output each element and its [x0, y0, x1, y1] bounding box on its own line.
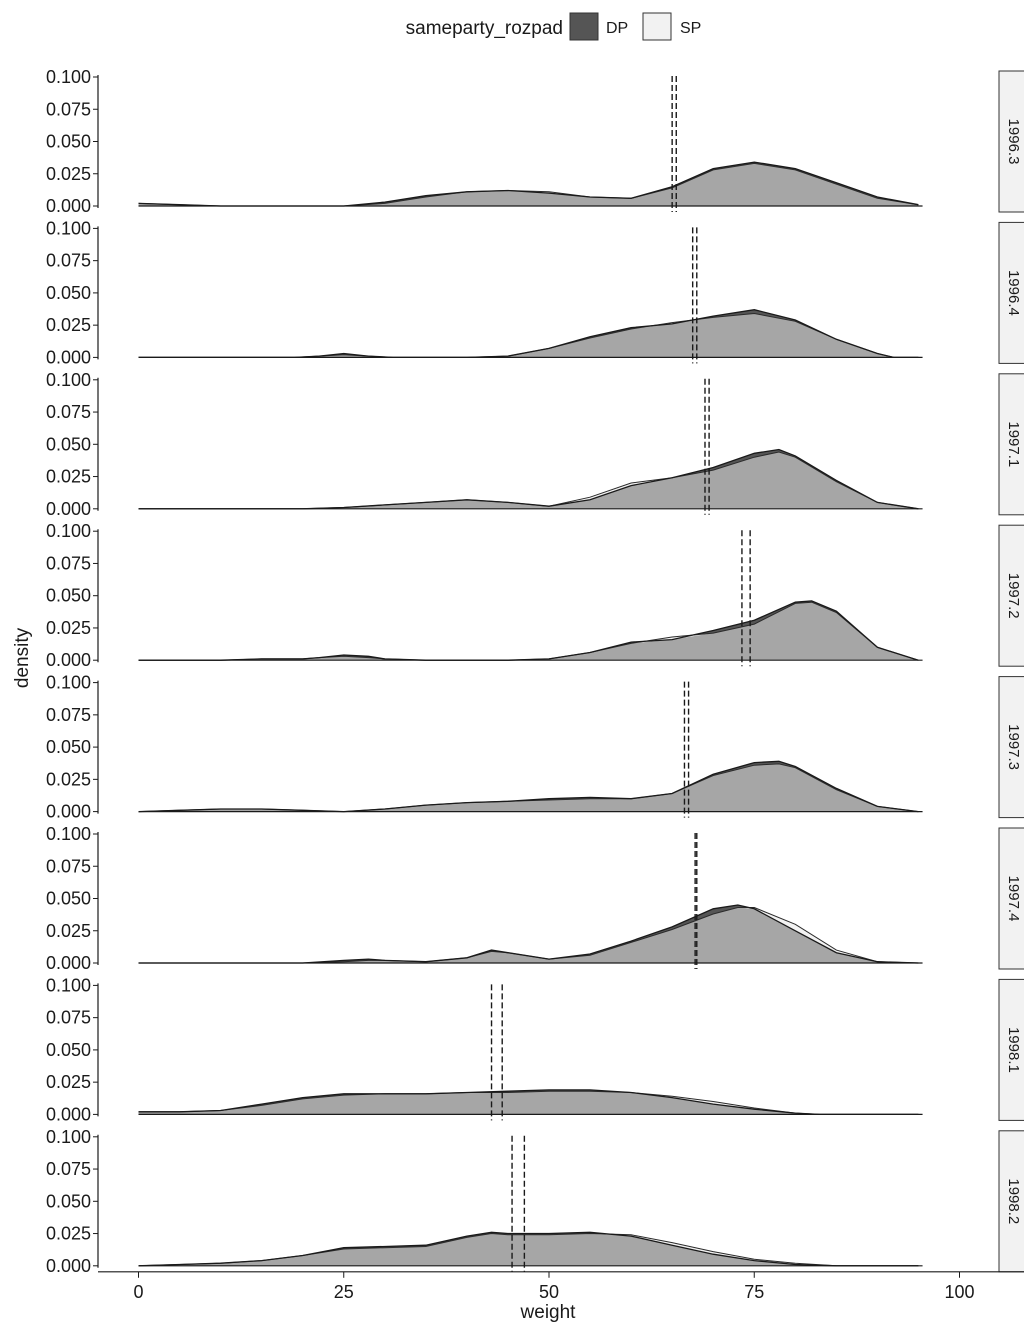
legend-label-dp: DP [606, 20, 628, 37]
facet-strip-label: 1998.2 [1005, 1178, 1022, 1224]
y-tick-label: 0.000 [46, 347, 91, 367]
facet-panel-1996-3: 0.000 0.025 0.050 0.075 0.100 1996.3 [46, 67, 1024, 216]
y-tick-label: 0.100 [46, 218, 91, 238]
density-line-dp [138, 309, 919, 359]
y-tick-label: 0.050 [46, 434, 91, 454]
facet-strip [998, 373, 1024, 516]
y-tick-label: 0.000 [46, 1104, 91, 1124]
density-overlap [138, 602, 919, 661]
legend-key-sp [642, 12, 672, 41]
density-overlap [138, 452, 919, 509]
density-overlap [138, 1091, 919, 1115]
legend: sameparty_rozpad DP SP [406, 12, 701, 41]
density-overlap [138, 163, 919, 206]
y-tick-label: 0.050 [46, 1040, 91, 1060]
y-tick-label: 0.025 [46, 164, 91, 184]
facet-strip [998, 1130, 1024, 1273]
x-tick-label: 75 [744, 1282, 764, 1302]
y-tick-label: 0.050 [46, 586, 91, 606]
y-tick-label: 0.075 [46, 402, 91, 422]
y-tick-label: 0.100 [46, 370, 91, 390]
facet-strip [998, 524, 1024, 667]
density-overlap [138, 313, 919, 358]
facet-strip-label: 1996.4 [1005, 270, 1022, 316]
facet-strip [998, 676, 1024, 819]
y-tick-label: 0.100 [46, 521, 91, 541]
density-overlap [138, 1233, 919, 1266]
facet-panel-1998-2: 0.000 0.025 0.050 0.075 0.100 1998.2 [46, 1127, 1024, 1276]
legend-label-sp: SP [680, 20, 701, 37]
facet-panel-1997-3: 0.000 0.025 0.050 0.075 0.100 1997.3 [46, 673, 1024, 822]
facet-strip-label: 1997.3 [1005, 724, 1022, 770]
y-tick-label: 0.025 [46, 315, 91, 335]
facet-panel-1996-4: 0.000 0.025 0.050 0.075 0.100 1996.4 [46, 218, 1024, 367]
density-line-dp [138, 904, 919, 964]
x-axis-title: weight [520, 1302, 577, 1323]
y-tick-label: 0.100 [46, 1127, 91, 1147]
y-tick-label: 0.100 [46, 67, 91, 87]
y-tick-label: 0.000 [46, 499, 91, 519]
x-tick-label: 100 [944, 1282, 974, 1302]
facet-strip [998, 827, 1024, 970]
y-tick-label: 0.025 [46, 769, 91, 789]
y-tick-label: 0.025 [46, 467, 91, 487]
y-tick-label: 0.025 [46, 1072, 91, 1092]
facet-strip [998, 221, 1024, 364]
density-line-dp [138, 1089, 919, 1116]
facet-panel-1997-2: 0.000 0.025 0.050 0.075 0.100 1997.2 [46, 521, 1024, 670]
facet-strip-label: 1998.1 [1005, 1027, 1022, 1073]
y-tick-label: 0.100 [46, 673, 91, 693]
density-line-dp [138, 448, 919, 510]
y-tick-label: 0.000 [46, 1256, 91, 1276]
legend-title: sameparty_rozpad [406, 18, 563, 39]
y-tick-label: 0.050 [46, 889, 91, 909]
y-tick-label: 0.000 [46, 953, 91, 973]
density-overlap [138, 907, 919, 963]
facet-strip-label: 1997.2 [1005, 573, 1022, 619]
x-axis: 0 25 50 75 100 [98, 1271, 1024, 1302]
y-tick-label: 0.075 [46, 1008, 91, 1028]
y-tick-label: 0.075 [46, 856, 91, 876]
y-tick-label: 0.075 [46, 705, 91, 725]
density-overlap [138, 763, 919, 812]
facet-strip-label: 1997.4 [1005, 876, 1022, 922]
facet-panel-1998-1: 0.000 0.025 0.050 0.075 0.100 1998.1 [46, 975, 1024, 1124]
facet-strip [998, 70, 1024, 213]
y-tick-label: 0.025 [46, 618, 91, 638]
y-tick-label: 0.075 [46, 553, 91, 573]
y-tick-label: 0.050 [46, 283, 91, 303]
y-tick-label: 0.050 [46, 1191, 91, 1211]
y-tick-label: 0.050 [46, 132, 91, 152]
y-tick-label: 0.000 [46, 650, 91, 670]
y-axis-title: density [12, 627, 33, 688]
y-tick-label: 0.075 [46, 99, 91, 119]
y-tick-label: 0.000 [46, 196, 91, 216]
facet-panel-1997-1: 0.000 0.025 0.050 0.075 0.100 1997.1 [46, 370, 1024, 519]
density-line-dp [138, 1231, 919, 1267]
facet-panel-1997-4: 0.000 0.025 0.050 0.075 0.100 1997.4 [46, 824, 1024, 973]
density-line-dp [138, 600, 919, 661]
facet-strip-label: 1997.1 [1005, 421, 1022, 467]
facet-panels: 0.000 0.025 0.050 0.075 0.100 1996.3 0.000 0.02… [46, 67, 1024, 1276]
facet-strip-label: 1996.3 [1005, 119, 1022, 165]
y-tick-label: 0.075 [46, 1159, 91, 1179]
y-tick-label: 0.100 [46, 824, 91, 844]
density-line-dp [138, 760, 919, 813]
y-tick-label: 0.100 [46, 975, 91, 995]
y-tick-label: 0.075 [46, 251, 91, 271]
y-tick-label: 0.025 [46, 921, 91, 941]
y-tick-label: 0.000 [46, 802, 91, 822]
x-tick-label: 25 [334, 1282, 354, 1302]
x-tick-label: 50 [539, 1282, 559, 1302]
legend-key-dp [569, 12, 599, 41]
density-line-sp [138, 1090, 919, 1115]
y-tick-label: 0.025 [46, 1224, 91, 1244]
y-tick-label: 0.050 [46, 737, 91, 757]
x-tick-label: 0 [133, 1282, 143, 1302]
facet-strip [998, 978, 1024, 1121]
